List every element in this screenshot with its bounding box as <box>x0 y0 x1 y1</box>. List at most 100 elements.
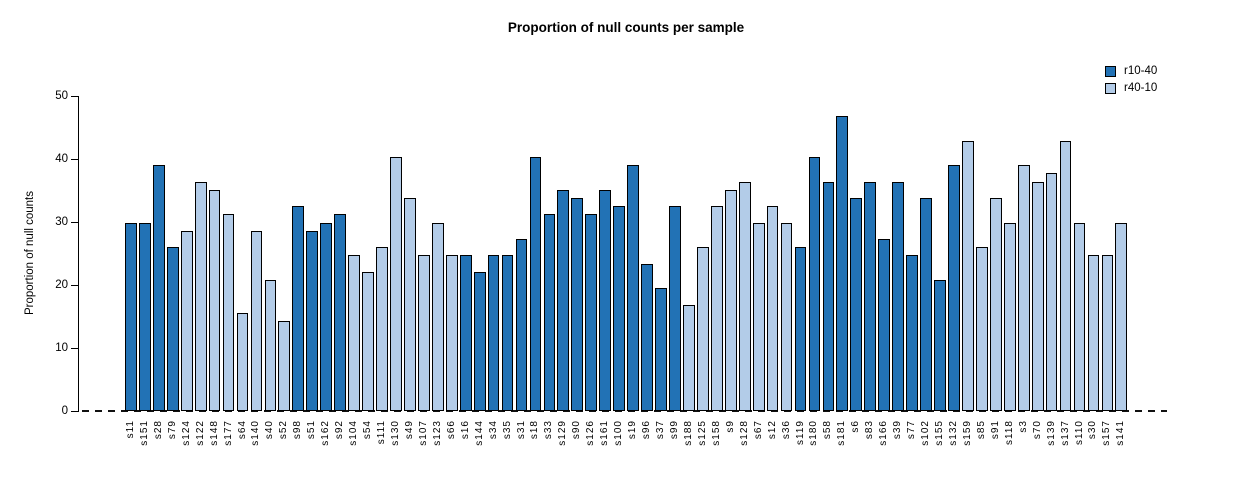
bar-s64 <box>236 312 249 411</box>
bar-s35 <box>501 255 514 411</box>
bar-s151 <box>138 222 151 411</box>
x-tick-label: s158 <box>710 420 722 446</box>
x-tick-label: s6 <box>850 420 862 433</box>
x-tick-label: s49 <box>403 420 415 440</box>
bar-s132 <box>948 165 960 411</box>
bar-s129 <box>557 189 570 411</box>
chart-title: Proportion of null counts per sample <box>507 20 745 35</box>
x-tick-label: s90 <box>571 420 583 440</box>
x-tick-label: s125 <box>696 420 708 446</box>
bar-s6 <box>850 198 863 411</box>
y-tick-label: 40 <box>55 152 68 165</box>
bar-s51 <box>306 230 319 411</box>
x-tick-label: s104 <box>348 420 360 446</box>
x-tick-label: s126 <box>585 420 597 446</box>
x-tick-label: s34 <box>487 420 499 440</box>
x-tick-label: s107 <box>417 420 429 446</box>
x-tick-label: s64 <box>236 420 248 440</box>
legend-row: r40-10 <box>1105 80 1157 97</box>
bar-s77 <box>906 255 918 411</box>
y-tick-label: 20 <box>55 278 68 291</box>
x-tick-label: s128 <box>738 420 750 446</box>
x-tick-label: s39 <box>892 420 904 440</box>
x-tick-label: s180 <box>808 420 820 446</box>
x-tick-label: s11 <box>124 420 136 439</box>
x-tick-label: s111 <box>376 420 387 445</box>
bar-s123 <box>431 222 444 411</box>
x-tick-label: s28 <box>152 420 164 440</box>
bar-s181 <box>836 116 849 411</box>
x-tick-label: s130 <box>389 420 401 446</box>
x-tick-label: s118 <box>1003 420 1015 445</box>
bar-s90 <box>571 198 584 411</box>
bar-s128 <box>738 181 751 411</box>
bar-s122 <box>194 181 207 411</box>
bar-s79 <box>166 247 179 411</box>
bar-s37 <box>655 288 667 411</box>
y-tick-mark <box>71 285 78 287</box>
x-tick-label: s123 <box>431 420 443 446</box>
legend-label: r10-40 <box>1124 64 1158 77</box>
y-tick-mark <box>71 411 78 413</box>
bar-s188 <box>683 304 695 411</box>
x-tick-label: s52 <box>278 420 290 440</box>
x-tick-label: s92 <box>334 420 346 440</box>
bar-s161 <box>599 189 612 411</box>
x-tick-label: s102 <box>920 420 932 446</box>
bar-s54 <box>362 271 374 411</box>
bar-s104 <box>348 255 360 411</box>
x-tick-label: s19 <box>627 420 639 440</box>
bar-s16 <box>459 255 472 411</box>
bar-s107 <box>417 255 430 411</box>
x-tick-label: s140 <box>250 420 262 446</box>
x-tick-label: s36 <box>780 420 792 440</box>
bar-s126 <box>585 214 598 411</box>
x-tick-label: s100 <box>613 420 625 446</box>
x-tick-label: s96 <box>641 420 653 440</box>
bar-s19 <box>627 165 639 411</box>
bar-s3 <box>1017 165 1030 411</box>
x-tick-label: s98 <box>292 420 304 440</box>
bar-s137 <box>1059 140 1072 411</box>
x-tick-label: s141 <box>1115 420 1127 446</box>
bar-s118 <box>1003 222 1016 411</box>
x-tick-label: s77 <box>906 420 918 440</box>
x-tick-label: s3 <box>1017 420 1029 433</box>
x-tick-label: s51 <box>306 420 318 440</box>
bar-s66 <box>445 255 458 411</box>
bar-s157 <box>1101 255 1114 411</box>
y-tick-mark <box>71 222 78 224</box>
bar-s140 <box>250 230 263 411</box>
x-tick-label: s33 <box>543 420 555 440</box>
bar-s92 <box>334 214 347 411</box>
y-tick-label: 30 <box>55 215 68 228</box>
y-axis-line <box>78 96 80 412</box>
x-tick-label: s67 <box>752 420 764 440</box>
y-tick-label: 0 <box>61 404 68 417</box>
bar-s58 <box>822 181 835 411</box>
x-tick-label: s144 <box>473 420 485 446</box>
y-tick-mark <box>71 348 78 350</box>
bar-s180 <box>808 157 821 411</box>
bar-s49 <box>404 198 416 411</box>
x-tick-label: s177 <box>222 420 234 446</box>
bar-s12 <box>766 206 779 411</box>
x-tick-label: s159 <box>961 420 973 446</box>
legend-swatch-r40-10 <box>1105 83 1116 94</box>
bar-s40 <box>264 279 277 411</box>
x-tick-label: s37 <box>655 420 666 440</box>
bar-s18 <box>529 157 542 411</box>
bar-s36 <box>780 222 793 411</box>
y-tick-mark <box>71 159 78 161</box>
x-tick-label: s58 <box>822 420 834 440</box>
bar-s100 <box>613 206 626 411</box>
bar-s158 <box>710 206 723 411</box>
x-tick-label: s40 <box>264 420 276 440</box>
x-tick-label: s129 <box>557 420 569 446</box>
x-tick-label: s132 <box>947 420 959 446</box>
bar-s177 <box>222 214 235 411</box>
bar-s155 <box>934 279 946 411</box>
bar-s30 <box>1087 255 1100 411</box>
legend-label: r40-10 <box>1124 81 1158 94</box>
